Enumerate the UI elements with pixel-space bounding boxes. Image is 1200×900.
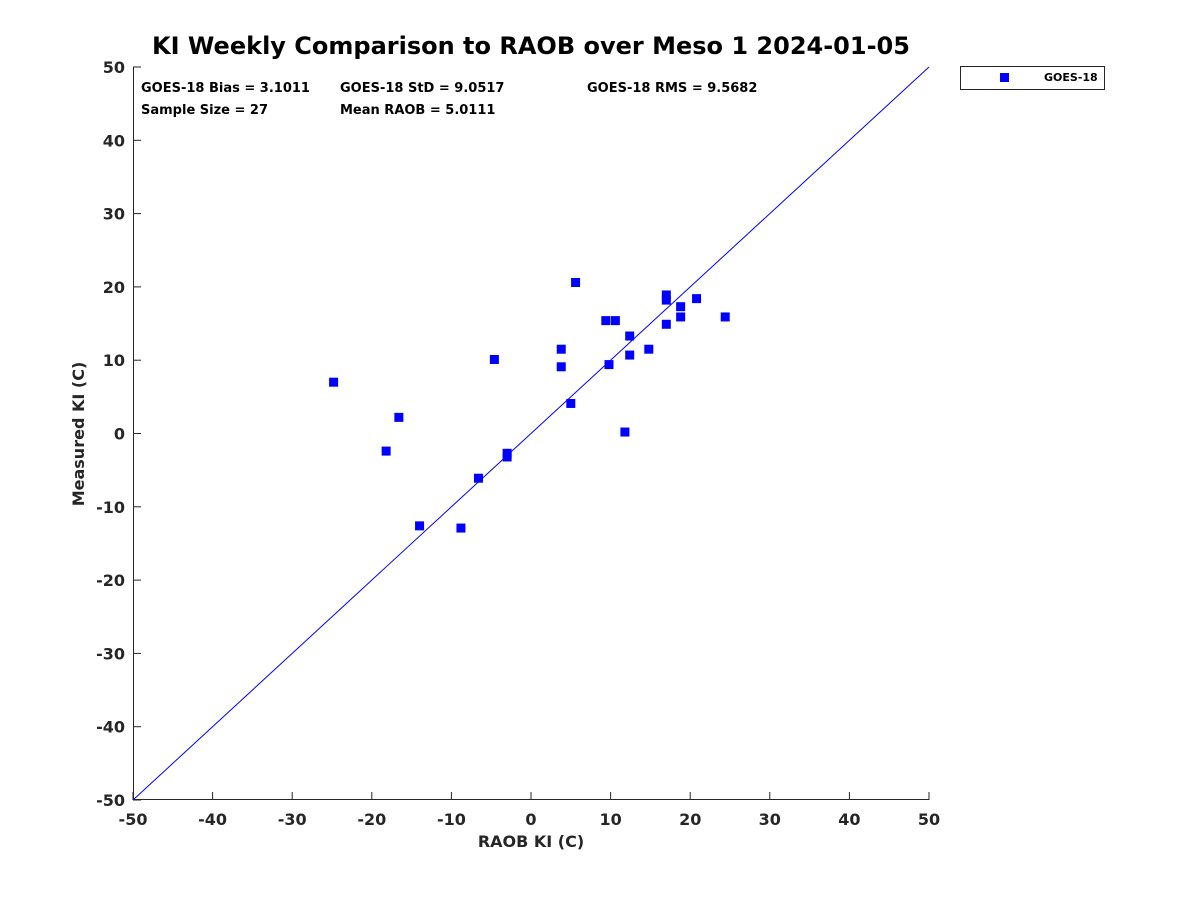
data-point [720,312,730,322]
data-point [502,452,512,462]
legend-label-goes-18: GOES-18 [1044,71,1098,84]
data-point [610,316,620,326]
data-point [601,316,611,326]
x-ticks: -50 -40 -30 -20 -10 0 10 20 30 40 50 [119,792,940,829]
legend: GOES-18 [960,66,1105,90]
y-tick-label: 30 [103,205,125,224]
y-tick-label: 40 [103,131,125,150]
data-point [676,302,686,312]
y-tick-label: 20 [103,278,125,297]
data-point [676,312,686,322]
data-point [566,398,576,408]
data-point [329,377,339,387]
data-point [556,362,566,372]
data-point [620,427,630,437]
y-tick-label: 0 [114,425,125,444]
x-tick-label: -30 [278,810,307,829]
data-point [394,412,404,422]
data-point [381,446,391,456]
data-point [556,344,566,354]
legend-marker-goes-18 [1000,73,1009,82]
one-to-one-reference-line [132,66,930,801]
y-tick-label: -10 [96,498,125,517]
y-tick-label: -40 [96,718,125,737]
x-tick-label: 50 [918,810,940,829]
x-axis-label: RAOB KI (C) [478,832,584,851]
y-ticks: -50 -40 -30 -20 -10 0 10 20 30 40 50 [96,58,141,810]
x-tick-label: -50 [119,810,148,829]
data-point [692,294,702,304]
x-tick-label: 20 [679,810,701,829]
stats-annotations: GOES-18 Bias = 3.1011 GOES-18 StD = 9.05… [141,81,757,118]
y-tick-label: -20 [96,571,125,590]
x-tick-label: 10 [599,810,621,829]
data-point [644,344,654,354]
x-tick-label: 40 [838,810,860,829]
stat-mean-raob: Mean RAOB = 5.0111 [340,103,495,118]
y-axis-label: Measured KI (C) [69,362,88,507]
data-points [329,278,730,533]
chart-title: KI Weekly Comparison to RAOB over Meso 1… [152,32,910,60]
stat-std: GOES-18 StD = 9.0517 [340,81,504,96]
data-point [661,295,671,305]
data-point [661,290,671,300]
y-tick-label: 10 [103,351,125,370]
legend-box [960,66,1105,90]
y-tick-label: -30 [96,644,125,663]
stat-rms: GOES-18 RMS = 9.5682 [587,81,757,96]
data-point [415,521,425,531]
data-point [473,473,483,483]
data-point [661,319,671,329]
data-point [456,523,466,533]
data-point [625,331,635,341]
x-tick-label: -10 [437,810,466,829]
x-tick-label: 30 [759,810,781,829]
x-tick-label: 0 [525,810,536,829]
data-point [489,354,499,364]
stat-bias: GOES-18 Bias = 3.1011 [141,81,310,96]
data-point [625,350,635,360]
stat-sample-size: Sample Size = 27 [141,103,268,118]
data-point [604,360,614,370]
data-point [571,278,581,288]
y-tick-label: -50 [96,791,125,810]
x-tick-label: -20 [357,810,386,829]
y-tick-label: 50 [103,58,125,77]
x-tick-label: -40 [198,810,227,829]
